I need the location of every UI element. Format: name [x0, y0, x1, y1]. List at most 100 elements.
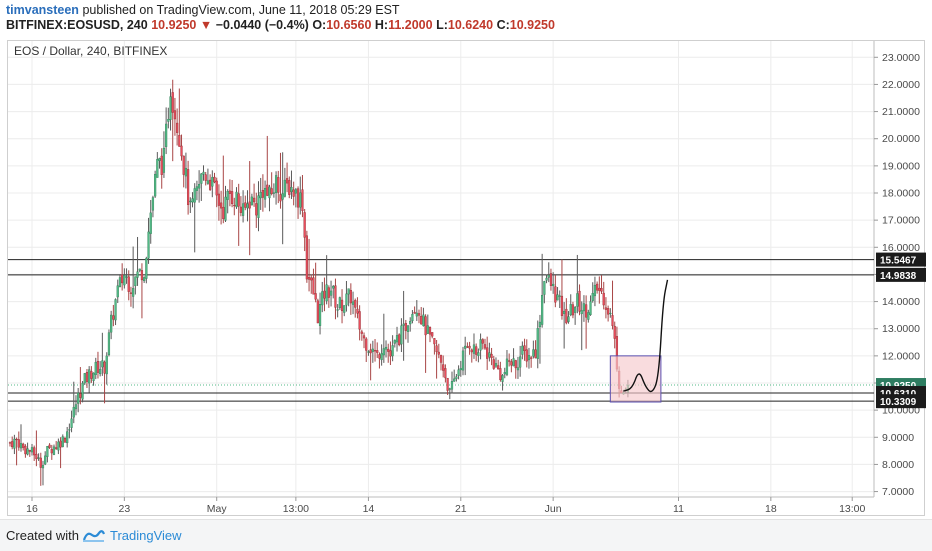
- candle-body: [470, 349, 473, 353]
- candle-body: [30, 447, 34, 453]
- publish-header: timvansteen published on TradingView.com…: [6, 3, 400, 17]
- candle-body: [266, 184, 269, 196]
- candle-body: [96, 360, 100, 373]
- candle-body: [402, 323, 405, 326]
- candle-body: [248, 201, 251, 209]
- candle-body: [530, 357, 533, 359]
- price-chart[interactable]: 7.00008.00009.000010.000011.000012.00001…: [0, 0, 932, 520]
- candle-body: [233, 204, 236, 207]
- candle-body: [411, 313, 414, 322]
- candle-body: [558, 295, 561, 297]
- candle-body: [567, 316, 570, 322]
- candle-body: [138, 268, 141, 271]
- x-tick-label: 11: [673, 503, 684, 515]
- candle-body: [235, 191, 238, 208]
- down-arrow-icon: ▼: [199, 18, 213, 32]
- candle-body: [257, 195, 260, 218]
- candle-body: [147, 231, 150, 259]
- candle-body: [136, 271, 139, 278]
- candle-body: [33, 447, 36, 456]
- candle-body: [384, 346, 388, 350]
- candle-body: [578, 290, 581, 312]
- candle-body: [428, 327, 432, 335]
- candle-body: [433, 338, 436, 345]
- candle-body: [259, 192, 262, 199]
- y-tick-label: 12.0000: [882, 350, 920, 362]
- candle-body: [112, 315, 115, 320]
- price-label-box: [876, 267, 926, 282]
- candle-body: [437, 351, 440, 355]
- candle-body: [609, 312, 612, 315]
- candle-body: [574, 307, 577, 313]
- candle-body: [479, 339, 482, 351]
- candle-body: [127, 276, 130, 292]
- candle-body: [189, 200, 192, 203]
- close-label: C:: [496, 18, 510, 32]
- candle-body: [180, 145, 183, 157]
- candle-body: [455, 376, 458, 379]
- candle-body: [444, 368, 447, 379]
- candle-body: [165, 123, 168, 147]
- x-tick-label: 13:00: [839, 503, 865, 515]
- candle-body: [338, 297, 341, 309]
- candle-body: [22, 443, 25, 448]
- price-label-text: 15.5467: [880, 256, 917, 267]
- candle-body: [508, 360, 511, 362]
- tradingview-brand[interactable]: TradingView: [110, 528, 182, 543]
- x-tick-label: 14: [363, 503, 375, 515]
- candle-body: [505, 358, 509, 375]
- y-tick-label: 14.0000: [882, 296, 920, 308]
- candle-body: [442, 364, 445, 371]
- candle-body: [376, 350, 379, 353]
- candle-body: [349, 290, 352, 304]
- projection-path[interactable]: [623, 279, 669, 393]
- candle-body: [318, 304, 322, 326]
- y-tick-label: 13.0000: [882, 323, 920, 335]
- candle-body: [554, 286, 557, 303]
- candle-body: [494, 363, 498, 367]
- candle-body: [378, 354, 381, 359]
- candle-body: [77, 392, 80, 404]
- footer: Created with TradingView: [0, 519, 932, 551]
- candle-body: [354, 300, 357, 308]
- candle-body: [431, 332, 434, 337]
- candle-body: [252, 197, 256, 203]
- candle-body: [365, 338, 368, 351]
- candle-body: [523, 345, 526, 351]
- candle-body: [360, 331, 363, 334]
- candle-body: [50, 449, 53, 454]
- candle-body: [435, 345, 438, 353]
- candle-body: [37, 457, 40, 459]
- x-tick-label: 16: [26, 503, 38, 515]
- candle-body: [395, 335, 399, 343]
- candle-body: [79, 393, 82, 398]
- candle-body: [521, 345, 524, 355]
- candle-body: [55, 447, 58, 449]
- ohlc-header: BITFINEX:EOSUSD, 240 10.9250 ▼ −0.0440 (…: [6, 18, 555, 32]
- candle-body: [351, 301, 355, 305]
- candle-body: [406, 325, 410, 332]
- candle-body: [409, 321, 412, 325]
- candle-body: [61, 436, 64, 447]
- candle-body: [220, 202, 223, 209]
- candle-body: [613, 325, 616, 339]
- price-label-box: [876, 394, 926, 409]
- candle-body: [215, 180, 218, 196]
- candle-body: [277, 177, 280, 193]
- candle-body: [57, 441, 60, 451]
- open-label: O:: [312, 18, 327, 32]
- candle-body: [195, 186, 199, 191]
- candle-body: [404, 322, 407, 331]
- candle-body: [35, 453, 38, 460]
- y-tick-label: 21.0000: [882, 106, 920, 118]
- candle-body: [582, 303, 586, 312]
- candle-body: [611, 315, 614, 326]
- candle-body: [292, 189, 295, 197]
- change-value: −0.0440 (−0.4%): [215, 18, 309, 32]
- candle-body: [389, 350, 392, 357]
- author-link[interactable]: timvansteen: [6, 3, 79, 17]
- candle-body: [552, 283, 555, 286]
- candle-body: [415, 312, 418, 317]
- price-label-text: 10.3309: [880, 397, 917, 408]
- y-tick-label: 18.0000: [882, 188, 920, 200]
